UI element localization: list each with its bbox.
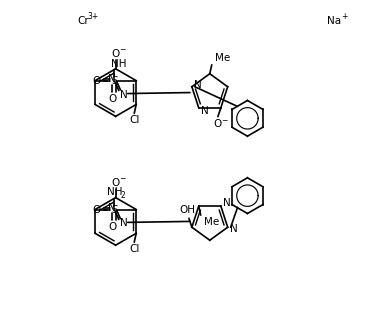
Text: S: S — [111, 205, 118, 215]
Text: Me: Me — [215, 53, 230, 63]
Text: −: − — [222, 116, 228, 125]
Text: N: N — [230, 224, 238, 234]
Text: N: N — [108, 202, 116, 213]
Text: +: + — [342, 12, 348, 21]
Text: 2: 2 — [121, 191, 126, 200]
Text: Cr: Cr — [77, 16, 89, 26]
Text: −: − — [120, 174, 126, 183]
Text: N: N — [120, 90, 128, 100]
Text: NH: NH — [111, 59, 127, 69]
Text: O: O — [92, 76, 101, 86]
Text: 3+: 3+ — [87, 12, 98, 21]
Text: O: O — [92, 205, 101, 215]
Text: N: N — [108, 74, 116, 84]
Text: N: N — [223, 198, 231, 208]
Text: N: N — [194, 80, 202, 90]
Text: OH: OH — [179, 205, 195, 215]
Text: S: S — [111, 76, 118, 86]
Text: Me: Me — [204, 217, 219, 227]
Text: O: O — [111, 178, 120, 188]
Text: O: O — [108, 94, 117, 104]
Text: −: − — [120, 46, 126, 55]
Text: O: O — [108, 222, 117, 232]
Text: NH: NH — [107, 187, 122, 197]
Text: O: O — [214, 119, 222, 129]
Text: N: N — [120, 218, 128, 228]
Text: Cl: Cl — [129, 244, 139, 254]
Text: N: N — [201, 106, 209, 116]
Text: Na: Na — [327, 16, 341, 26]
Text: Cl: Cl — [129, 115, 139, 125]
Text: O: O — [111, 49, 120, 59]
